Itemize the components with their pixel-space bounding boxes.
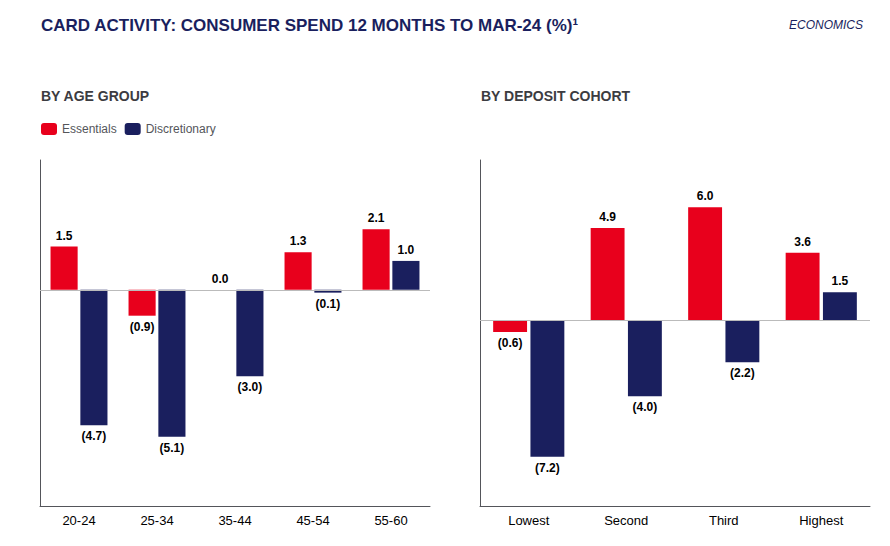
svg-text:1.3: 1.3 [290,234,307,248]
svg-text:(4.7): (4.7) [82,429,107,443]
svg-text:1.5: 1.5 [56,229,73,243]
svg-text:3.6: 3.6 [794,235,811,249]
svg-text:(0.6): (0.6) [498,336,523,350]
svg-text:(2.2): (2.2) [730,366,755,380]
svg-text:25-34: 25-34 [140,513,173,528]
svg-text:(0.9): (0.9) [130,320,155,334]
svg-text:6.0: 6.0 [697,189,714,203]
svg-text:ECONOMICS: ECONOMICS [789,18,863,32]
svg-text:35-44: 35-44 [218,513,251,528]
svg-text:(7.2): (7.2) [535,461,560,475]
svg-text:1.5: 1.5 [832,274,849,288]
svg-text:1.0: 1.0 [398,243,415,257]
svg-text:45-54: 45-54 [296,513,329,528]
svg-text:(5.1): (5.1) [160,441,185,455]
svg-text:20-24: 20-24 [62,513,95,528]
svg-text:Second: Second [604,513,648,528]
svg-text:BY DEPOSIT COHORT: BY DEPOSIT COHORT [481,88,631,104]
svg-text:55-60: 55-60 [374,513,407,528]
svg-text:CARD ACTIVITY: CONSUMER SPEND: CARD ACTIVITY: CONSUMER SPEND 12 MONTHS … [41,16,578,35]
svg-text:(0.1): (0.1) [316,297,341,311]
svg-text:4.9: 4.9 [599,210,616,224]
svg-text:(4.0): (4.0) [633,400,658,414]
svg-text:BY AGE GROUP: BY AGE GROUP [41,88,149,104]
svg-text:Discretionary: Discretionary [146,122,216,136]
svg-text:Highest: Highest [799,513,843,528]
svg-text:0.0: 0.0 [212,272,229,286]
svg-text:2.1: 2.1 [368,211,385,225]
svg-text:(3.0): (3.0) [238,380,263,394]
svg-text:Third: Third [709,513,739,528]
svg-text:Lowest: Lowest [508,513,550,528]
svg-text:Essentials: Essentials [62,122,117,136]
